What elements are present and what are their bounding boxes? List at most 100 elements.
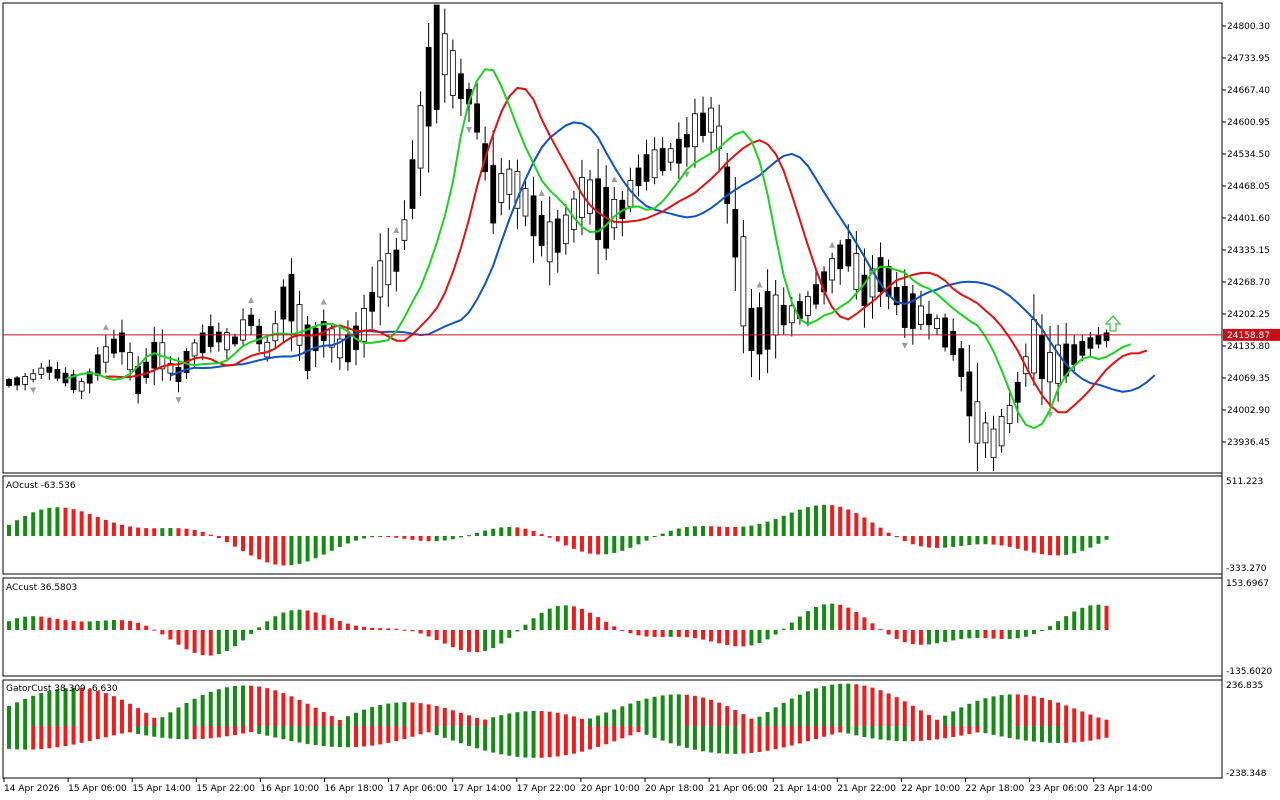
ac-pane[interactable]: [7, 603, 1109, 656]
candle[interactable]: [433, 4, 440, 124]
candle[interactable]: [522, 180, 529, 227]
candle[interactable]: [1095, 327, 1102, 349]
candle[interactable]: [1079, 334, 1086, 361]
candle[interactable]: [982, 412, 989, 459]
candle[interactable]: [587, 169, 593, 225]
candle[interactable]: [926, 300, 932, 340]
candle[interactable]: [538, 201, 545, 257]
candle[interactable]: [191, 339, 198, 368]
candle[interactable]: [167, 356, 174, 381]
candle[interactable]: [1006, 389, 1013, 434]
candle[interactable]: [385, 227, 392, 307]
candle[interactable]: [692, 98, 698, 168]
candle[interactable]: [474, 82, 480, 140]
candle[interactable]: [716, 104, 723, 171]
candle[interactable]: [635, 154, 642, 197]
candle[interactable]: [619, 191, 626, 237]
candle[interactable]: [328, 323, 335, 363]
candle[interactable]: [1030, 294, 1037, 386]
candle[interactable]: [667, 143, 674, 171]
candle[interactable]: [893, 271, 900, 316]
candle[interactable]: [603, 165, 610, 261]
candle[interactable]: [869, 255, 876, 319]
candle[interactable]: [401, 200, 408, 251]
gator-pane[interactable]: [7, 683, 1109, 758]
candle[interactable]: [562, 204, 569, 255]
candle[interactable]: [78, 378, 85, 399]
candle[interactable]: [62, 367, 69, 387]
candle[interactable]: [207, 314, 214, 353]
candle[interactable]: [369, 266, 376, 329]
candle[interactable]: [240, 308, 246, 345]
candle[interactable]: [361, 294, 367, 358]
candle[interactable]: [1014, 371, 1021, 423]
candle[interactable]: [675, 122, 682, 179]
candle[interactable]: [764, 269, 771, 374]
candle[interactable]: [304, 316, 311, 380]
candle[interactable]: [46, 359, 53, 380]
candle[interactable]: [829, 252, 836, 294]
candle[interactable]: [30, 368, 37, 383]
candle[interactable]: [458, 58, 464, 116]
candle[interactable]: [119, 319, 125, 365]
candle[interactable]: [506, 160, 513, 210]
candle[interactable]: [54, 362, 61, 382]
candle[interactable]: [805, 290, 811, 327]
candle[interactable]: [546, 196, 553, 286]
candle[interactable]: [514, 159, 521, 230]
candle[interactable]: [280, 279, 287, 344]
candle[interactable]: [377, 233, 384, 326]
candle[interactable]: [998, 408, 1005, 453]
candle[interactable]: [312, 321, 319, 368]
candle[interactable]: [966, 344, 973, 443]
ao-pane[interactable]: [7, 504, 1109, 566]
candle[interactable]: [498, 158, 505, 216]
candle[interactable]: [232, 333, 238, 347]
candle[interactable]: [199, 324, 206, 361]
candle[interactable]: [740, 219, 747, 354]
candle[interactable]: [1103, 329, 1110, 348]
candle[interactable]: [861, 248, 868, 328]
candle[interactable]: [70, 369, 77, 394]
candle[interactable]: [111, 329, 117, 359]
candle[interactable]: [974, 362, 981, 471]
candle[interactable]: [837, 239, 844, 285]
candle[interactable]: [425, 22, 432, 173]
candle[interactable]: [223, 328, 230, 360]
candle[interactable]: [958, 340, 965, 392]
candle[interactable]: [845, 224, 852, 272]
price-pane[interactable]: [6, 4, 1156, 471]
candle[interactable]: [780, 287, 787, 335]
candle[interactable]: [683, 116, 690, 167]
candle[interactable]: [651, 137, 658, 185]
candle[interactable]: [950, 318, 957, 361]
candle[interactable]: [554, 209, 561, 273]
candle[interactable]: [732, 177, 739, 291]
candle[interactable]: [877, 242, 884, 308]
buy-signal-arrow-icon[interactable]: [1104, 314, 1122, 332]
candle[interactable]: [449, 39, 456, 109]
candle[interactable]: [772, 279, 779, 359]
candle[interactable]: [393, 237, 400, 292]
candle[interactable]: [724, 152, 731, 224]
candle[interactable]: [215, 322, 222, 352]
candle[interactable]: [909, 284, 916, 345]
candle[interactable]: [934, 314, 940, 335]
candle[interactable]: [38, 362, 45, 380]
candle[interactable]: [756, 292, 763, 381]
candle[interactable]: [611, 187, 618, 240]
candle[interactable]: [6, 377, 12, 388]
candle[interactable]: [1087, 331, 1094, 357]
candle[interactable]: [14, 375, 20, 391]
candle[interactable]: [102, 335, 109, 373]
candle[interactable]: [143, 348, 150, 384]
candle[interactable]: [813, 270, 819, 310]
candle[interactable]: [942, 313, 949, 352]
candle[interactable]: [708, 97, 714, 155]
candle[interactable]: [643, 139, 650, 191]
candle[interactable]: [248, 307, 255, 336]
candle[interactable]: [417, 91, 424, 197]
candle[interactable]: [288, 258, 295, 352]
candle[interactable]: [530, 176, 537, 263]
candle[interactable]: [264, 335, 271, 362]
